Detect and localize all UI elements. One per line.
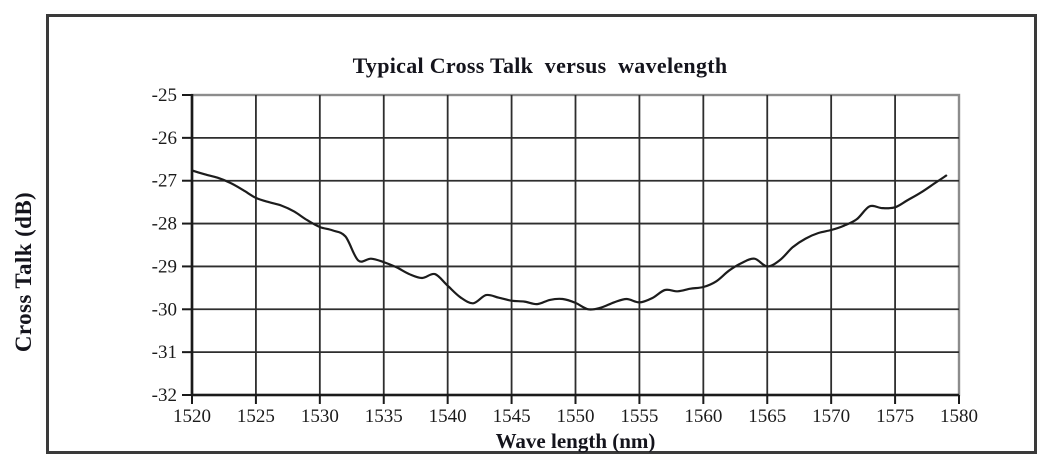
x-tick-label: 1580: [940, 406, 978, 427]
x-tick-label: 1530: [301, 406, 339, 427]
x-tick-label: 1550: [557, 406, 595, 427]
crosstalk-curve: [190, 169, 948, 311]
x-tick-label: 1575: [876, 406, 914, 427]
x-tick-label: 1525: [237, 406, 275, 427]
x-tick-label: 1560: [684, 406, 722, 427]
y-tick-label: -26: [152, 128, 177, 149]
y-tick-label: -27: [152, 171, 177, 192]
y-tick-label: -25: [152, 85, 177, 106]
y-tick-label: -32: [152, 385, 177, 406]
x-tick-label: 1540: [429, 406, 467, 427]
x-tick-label: 1520: [173, 406, 211, 427]
figure-border: [46, 14, 1037, 454]
x-tick-label: 1555: [620, 406, 658, 427]
y-tick-label: -28: [152, 214, 177, 235]
x-tick-label: 1545: [493, 406, 531, 427]
x-axis-title: Wave length (nm): [495, 429, 656, 453]
y-tick-label: -31: [152, 342, 177, 363]
x-tick-label: 1535: [365, 406, 403, 427]
x-tick-label: 1570: [812, 406, 850, 427]
chart-title: Typical Cross Talk versus wavelength: [352, 53, 728, 78]
y-tick-label: -30: [152, 299, 177, 320]
y-tick-label: -29: [152, 256, 177, 277]
x-tick-label: 1565: [748, 406, 786, 427]
